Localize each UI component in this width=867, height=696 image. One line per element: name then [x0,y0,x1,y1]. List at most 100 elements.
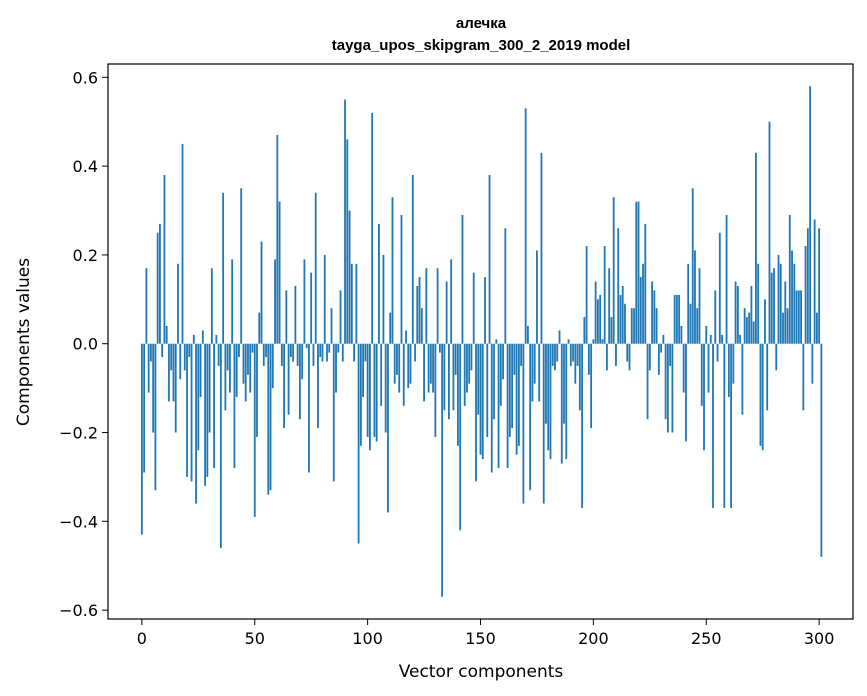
bar-193 [576,343,579,366]
bar-50 [253,343,256,517]
bar-287 [788,214,791,344]
bar-200 [592,339,595,344]
bar-78 [317,343,319,429]
y-tick-label: 0.2 [73,246,98,265]
bar-94 [353,343,355,362]
bar-211 [617,228,620,344]
bar-23 [192,334,195,344]
bar-42 [235,343,238,397]
bar-201 [594,281,597,344]
bar-196 [583,317,586,344]
bar-34 [217,343,220,366]
bar-25 [197,343,200,451]
bar-208 [610,317,613,344]
bar-53 [260,241,263,344]
bar-213 [621,286,624,344]
bar-241 [685,343,687,442]
bar-222 [642,263,644,344]
bar-181 [549,343,552,460]
bar-66 [289,343,292,358]
bar-164 [511,343,514,429]
bar-82 [326,343,328,362]
x-axis-ticks: 0 50 100 150 200 250 300 [137,619,835,648]
bar-159 [499,343,502,406]
bar-98 [362,343,365,397]
bar-101 [368,343,371,451]
bar-238 [678,294,681,344]
bar-96 [357,343,360,544]
bar-236 [673,294,676,344]
bar-107 [382,254,385,344]
bar-81 [323,254,326,344]
bar-20 [186,343,188,477]
bar-29 [206,343,209,477]
bar-263 [734,281,737,344]
y-tick-label: −0.6 [59,601,98,620]
bar-270 [750,286,753,344]
bar-112 [393,343,396,384]
bar-40 [231,259,234,344]
bar-172 [529,343,532,491]
bar-58 [271,343,274,389]
bar-301 [820,343,823,557]
bar-49 [251,343,254,353]
bar-9 [161,343,164,358]
bar-284 [782,312,784,344]
bar-251 [707,343,710,393]
bar-69 [296,343,299,366]
bar-137 [450,259,453,344]
bar-113 [396,343,398,375]
bar-75 [310,272,313,344]
bar-234 [669,343,672,366]
bar-178 [542,343,545,504]
bar-128 [429,343,432,384]
bar-84 [330,308,333,344]
bar-148 [475,343,477,482]
bar-253 [712,343,714,508]
bar-54 [262,343,265,366]
bar-76 [312,343,315,366]
bar-246 [696,308,699,344]
bar-109 [387,343,389,513]
bar-224 [646,343,649,420]
bar-223 [644,223,647,344]
bar-2 [145,268,148,344]
bar-68 [294,286,297,344]
bar-63 [283,343,285,429]
bar-57 [269,343,272,491]
bar-64 [285,290,288,344]
bar-183 [554,343,556,371]
bar-73 [305,343,308,349]
bar-262 [732,343,735,384]
bar-46 [244,343,247,402]
bar-261 [730,343,732,508]
y-tick-label: −0.4 [59,512,98,531]
bar-289 [793,263,796,344]
bar-294 [804,246,807,344]
bar-265 [739,334,742,344]
bar-121 [414,343,416,362]
bar-191 [572,343,574,362]
bar-188 [565,343,568,460]
bar-16 [177,263,179,344]
bar-88 [339,290,342,344]
x-tick-label: 50 [245,629,265,648]
bar-202 [596,299,599,344]
bar-139 [454,343,457,375]
bar-37 [224,343,227,411]
bar-15 [174,343,177,433]
bar-167 [517,343,520,446]
bar-143 [463,343,466,406]
bar-13 [170,343,173,371]
bar-220 [637,201,640,344]
bar-83 [328,343,331,353]
bar-268 [745,317,748,344]
y-axis-label: Components values [14,258,34,426]
bar-170 [524,108,527,344]
bar-126 [425,268,428,344]
bar-291 [797,290,800,344]
bar-80 [321,343,324,362]
x-tick-label: 300 [804,629,835,648]
bar-182 [551,343,554,366]
y-tick-label: −0.2 [59,424,98,443]
